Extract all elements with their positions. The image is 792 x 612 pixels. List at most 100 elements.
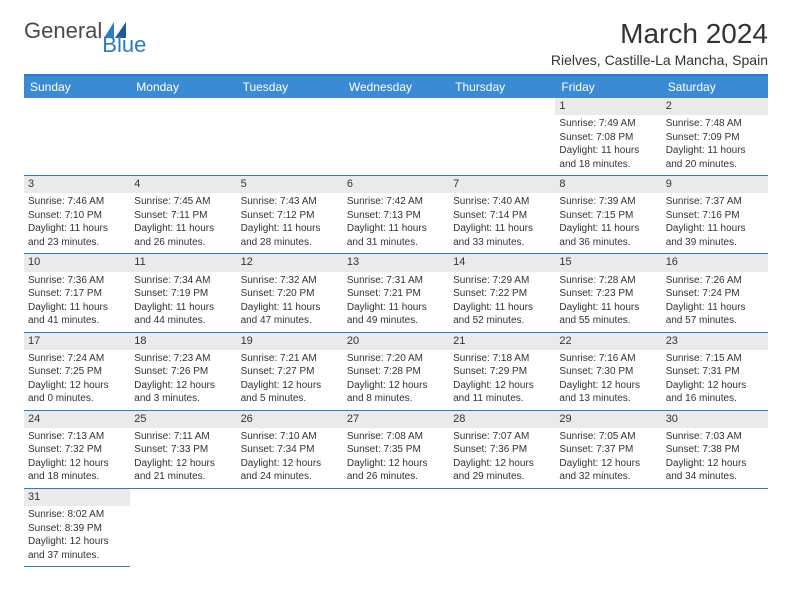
day-data: Sunrise: 7:43 AMSunset: 7:12 PMDaylight:… xyxy=(237,193,343,253)
day-data: Sunrise: 7:40 AMSunset: 7:14 PMDaylight:… xyxy=(449,193,555,253)
day-number: 6 xyxy=(343,176,449,193)
calendar-cell: 2Sunrise: 7:48 AMSunset: 7:09 PMDaylight… xyxy=(662,98,768,176)
calendar-cell xyxy=(237,488,343,566)
day-number: 1 xyxy=(555,98,661,115)
calendar-cell: 5Sunrise: 7:43 AMSunset: 7:12 PMDaylight… xyxy=(237,176,343,254)
day-data: Sunrise: 7:24 AMSunset: 7:25 PMDaylight:… xyxy=(24,350,130,410)
day-data: Sunrise: 7:15 AMSunset: 7:31 PMDaylight:… xyxy=(662,350,768,410)
calendar-cell: 13Sunrise: 7:31 AMSunset: 7:21 PMDayligh… xyxy=(343,254,449,332)
day-data: Sunrise: 7:03 AMSunset: 7:38 PMDaylight:… xyxy=(662,428,768,488)
day-number: 11 xyxy=(130,254,236,271)
calendar-cell: 27Sunrise: 7:08 AMSunset: 7:35 PMDayligh… xyxy=(343,410,449,488)
calendar-cell: 18Sunrise: 7:23 AMSunset: 7:26 PMDayligh… xyxy=(130,332,236,410)
day-data: Sunrise: 7:10 AMSunset: 7:34 PMDaylight:… xyxy=(237,428,343,488)
day-header: Friday xyxy=(555,76,661,98)
day-data: Sunrise: 7:21 AMSunset: 7:27 PMDaylight:… xyxy=(237,350,343,410)
page-title: March 2024 xyxy=(551,18,768,50)
calendar-cell: 28Sunrise: 7:07 AMSunset: 7:36 PMDayligh… xyxy=(449,410,555,488)
calendar-cell: 8Sunrise: 7:39 AMSunset: 7:15 PMDaylight… xyxy=(555,176,661,254)
day-number: 15 xyxy=(555,254,661,271)
day-number: 14 xyxy=(449,254,555,271)
day-number: 29 xyxy=(555,411,661,428)
calendar-cell: 26Sunrise: 7:10 AMSunset: 7:34 PMDayligh… xyxy=(237,410,343,488)
day-number: 3 xyxy=(24,176,130,193)
calendar-cell: 21Sunrise: 7:18 AMSunset: 7:29 PMDayligh… xyxy=(449,332,555,410)
day-data: Sunrise: 7:39 AMSunset: 7:15 PMDaylight:… xyxy=(555,193,661,253)
calendar-cell: 1Sunrise: 7:49 AMSunset: 7:08 PMDaylight… xyxy=(555,98,661,176)
day-number: 4 xyxy=(130,176,236,193)
calendar-cell xyxy=(343,98,449,176)
day-header: Tuesday xyxy=(237,76,343,98)
day-number: 22 xyxy=(555,333,661,350)
day-number: 25 xyxy=(130,411,236,428)
calendar-cell xyxy=(662,488,768,566)
day-data: Sunrise: 7:23 AMSunset: 7:26 PMDaylight:… xyxy=(130,350,236,410)
calendar-cell: 23Sunrise: 7:15 AMSunset: 7:31 PMDayligh… xyxy=(662,332,768,410)
logo-text-b: Blue xyxy=(102,32,146,58)
day-data: Sunrise: 7:32 AMSunset: 7:20 PMDaylight:… xyxy=(237,272,343,332)
calendar-cell: 24Sunrise: 7:13 AMSunset: 7:32 PMDayligh… xyxy=(24,410,130,488)
calendar-week: 3Sunrise: 7:46 AMSunset: 7:10 PMDaylight… xyxy=(24,176,768,254)
day-data: Sunrise: 7:29 AMSunset: 7:22 PMDaylight:… xyxy=(449,272,555,332)
calendar-cell: 3Sunrise: 7:46 AMSunset: 7:10 PMDaylight… xyxy=(24,176,130,254)
day-number: 2 xyxy=(662,98,768,115)
day-number: 19 xyxy=(237,333,343,350)
day-number: 7 xyxy=(449,176,555,193)
calendar-week: 10Sunrise: 7:36 AMSunset: 7:17 PMDayligh… xyxy=(24,254,768,332)
day-data: Sunrise: 7:31 AMSunset: 7:21 PMDaylight:… xyxy=(343,272,449,332)
day-number: 10 xyxy=(24,254,130,271)
title-block: March 2024 Rielves, Castille-La Mancha, … xyxy=(551,18,768,68)
day-data: Sunrise: 7:13 AMSunset: 7:32 PMDaylight:… xyxy=(24,428,130,488)
day-data: Sunrise: 7:48 AMSunset: 7:09 PMDaylight:… xyxy=(662,115,768,175)
day-data: Sunrise: 7:18 AMSunset: 7:29 PMDaylight:… xyxy=(449,350,555,410)
day-data: Sunrise: 7:34 AMSunset: 7:19 PMDaylight:… xyxy=(130,272,236,332)
calendar-cell: 15Sunrise: 7:28 AMSunset: 7:23 PMDayligh… xyxy=(555,254,661,332)
day-data: Sunrise: 7:42 AMSunset: 7:13 PMDaylight:… xyxy=(343,193,449,253)
day-number: 8 xyxy=(555,176,661,193)
calendar-cell: 4Sunrise: 7:45 AMSunset: 7:11 PMDaylight… xyxy=(130,176,236,254)
day-header-row: SundayMondayTuesdayWednesdayThursdayFrid… xyxy=(24,76,768,98)
calendar-cell: 10Sunrise: 7:36 AMSunset: 7:17 PMDayligh… xyxy=(24,254,130,332)
calendar-cell: 14Sunrise: 7:29 AMSunset: 7:22 PMDayligh… xyxy=(449,254,555,332)
day-data: Sunrise: 8:02 AMSunset: 8:39 PMDaylight:… xyxy=(24,506,130,566)
day-data: Sunrise: 7:08 AMSunset: 7:35 PMDaylight:… xyxy=(343,428,449,488)
day-data: Sunrise: 7:11 AMSunset: 7:33 PMDaylight:… xyxy=(130,428,236,488)
day-header: Saturday xyxy=(662,76,768,98)
day-number: 17 xyxy=(24,333,130,350)
calendar-week: 17Sunrise: 7:24 AMSunset: 7:25 PMDayligh… xyxy=(24,332,768,410)
day-data: Sunrise: 7:20 AMSunset: 7:28 PMDaylight:… xyxy=(343,350,449,410)
day-number: 28 xyxy=(449,411,555,428)
calendar-cell: 16Sunrise: 7:26 AMSunset: 7:24 PMDayligh… xyxy=(662,254,768,332)
day-number: 24 xyxy=(24,411,130,428)
day-number: 18 xyxy=(130,333,236,350)
day-data: Sunrise: 7:46 AMSunset: 7:10 PMDaylight:… xyxy=(24,193,130,253)
day-number: 13 xyxy=(343,254,449,271)
day-header: Thursday xyxy=(449,76,555,98)
calendar-cell: 7Sunrise: 7:40 AMSunset: 7:14 PMDaylight… xyxy=(449,176,555,254)
day-number: 23 xyxy=(662,333,768,350)
calendar-cell: 12Sunrise: 7:32 AMSunset: 7:20 PMDayligh… xyxy=(237,254,343,332)
calendar-cell xyxy=(237,98,343,176)
calendar-week: 31Sunrise: 8:02 AMSunset: 8:39 PMDayligh… xyxy=(24,488,768,566)
day-data: Sunrise: 7:37 AMSunset: 7:16 PMDaylight:… xyxy=(662,193,768,253)
calendar-cell: 29Sunrise: 7:05 AMSunset: 7:37 PMDayligh… xyxy=(555,410,661,488)
day-header: Monday xyxy=(130,76,236,98)
day-data: Sunrise: 7:26 AMSunset: 7:24 PMDaylight:… xyxy=(662,272,768,332)
calendar-cell: 30Sunrise: 7:03 AMSunset: 7:38 PMDayligh… xyxy=(662,410,768,488)
calendar-cell: 20Sunrise: 7:20 AMSunset: 7:28 PMDayligh… xyxy=(343,332,449,410)
day-data: Sunrise: 7:36 AMSunset: 7:17 PMDaylight:… xyxy=(24,272,130,332)
day-number: 20 xyxy=(343,333,449,350)
day-data: Sunrise: 7:45 AMSunset: 7:11 PMDaylight:… xyxy=(130,193,236,253)
page-header: General Blue March 2024 Rielves, Castill… xyxy=(24,18,768,68)
calendar-cell xyxy=(24,98,130,176)
calendar-week: 24Sunrise: 7:13 AMSunset: 7:32 PMDayligh… xyxy=(24,410,768,488)
calendar-cell: 31Sunrise: 8:02 AMSunset: 8:39 PMDayligh… xyxy=(24,488,130,566)
calendar-cell: 19Sunrise: 7:21 AMSunset: 7:27 PMDayligh… xyxy=(237,332,343,410)
calendar-cell xyxy=(449,488,555,566)
calendar-cell xyxy=(130,98,236,176)
calendar-cell: 25Sunrise: 7:11 AMSunset: 7:33 PMDayligh… xyxy=(130,410,236,488)
calendar-cell xyxy=(343,488,449,566)
logo: General Blue xyxy=(24,18,152,44)
calendar-body: 1Sunrise: 7:49 AMSunset: 7:08 PMDaylight… xyxy=(24,98,768,567)
day-data: Sunrise: 7:16 AMSunset: 7:30 PMDaylight:… xyxy=(555,350,661,410)
